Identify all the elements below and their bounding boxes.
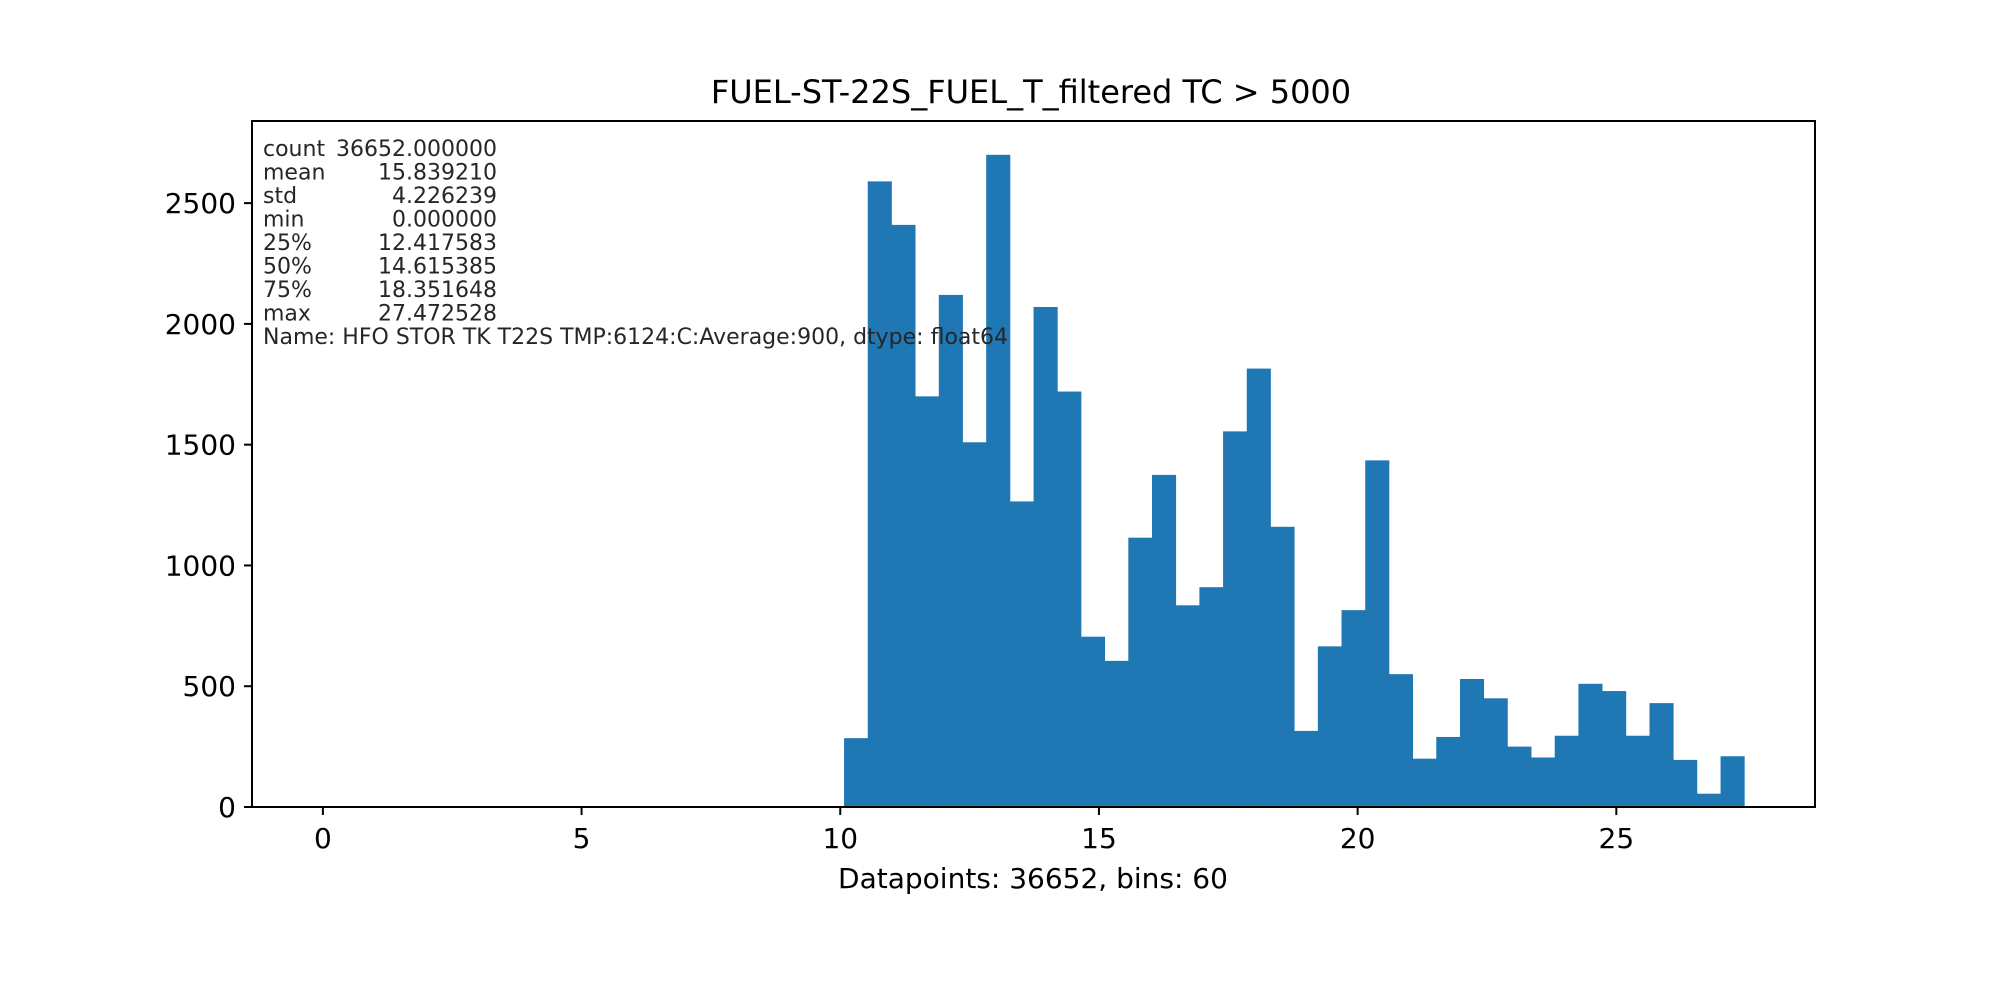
x-axis-ticks: 0 5 10 15 20 25 [314,807,1634,855]
stats-key-label: max [263,302,311,327]
stats-value: 12.417583 [378,231,497,256]
histogram-bar [1696,793,1721,807]
histogram-bar [1578,683,1603,807]
histogram-bar [962,442,987,807]
histogram-bar [1720,756,1745,807]
histogram-bar [1128,537,1153,807]
histogram-bar [1625,735,1650,807]
histogram-bar [1294,730,1319,807]
histogram-bar [1365,460,1390,807]
stats-value: 27.472528 [378,302,497,327]
histogram-bar [986,154,1011,807]
y-tick-label: 2000 [165,308,236,341]
histogram-bar [915,396,940,807]
histogram-bar [1673,759,1698,807]
histogram-bar [1412,758,1437,807]
stats-footer: Name: HFO STOR TK T22S TMP:6124:C:Averag… [263,325,1008,350]
x-tick-label: 15 [1081,822,1117,855]
histogram-bar [1531,757,1556,807]
stats-value: 36652.000000 [336,137,497,162]
stats-value: 15.839210 [378,161,497,186]
histogram-bar [1033,306,1058,807]
histogram-bar [1057,391,1082,807]
histogram-bar [1507,746,1532,807]
stats-key-label: 25% [263,231,312,256]
histogram-bar [1554,735,1579,807]
histogram-bar [1270,526,1295,807]
stats-key-label: count [263,137,325,162]
histogram-bar [1175,605,1200,807]
stats-value: 0.000000 [392,208,497,233]
stats-value: 18.351648 [378,278,497,303]
histogram-bar [1459,678,1485,807]
histogram-bar [1152,474,1177,807]
histogram-bars [844,154,1745,807]
stats-key-label: 50% [263,255,312,280]
histogram-bar [891,224,916,807]
y-tick-label: 2500 [165,187,236,220]
stats-key-label: mean [263,161,325,186]
histogram-bar [1436,736,1461,807]
stats-key-label: std [263,184,297,209]
y-tick-label: 1500 [165,429,236,462]
histogram-bar [1317,646,1342,807]
y-tick-label: 0 [218,791,236,824]
plot-area-frame [251,120,1816,808]
statistics-summary: count 36652.000000 mean 15.839210 std 4.22623… [263,137,1008,350]
histogram-bar [1080,636,1106,807]
x-axis-label: Datapoints: 36652, bins: 60 [838,862,1228,895]
histogram-bar [1483,698,1508,807]
x-tick-label: 10 [822,822,858,855]
stats-key-label: min [263,208,305,233]
histogram-bar [844,738,869,807]
histogram-bar [1199,587,1224,807]
histogram-bar [867,181,892,807]
x-tick-label: 25 [1599,822,1635,855]
histogram-bar [1388,674,1413,807]
x-tick-label: 5 [573,822,591,855]
histogram-bar [938,294,963,807]
x-tick-label: 0 [314,822,332,855]
histogram-bar [1009,501,1034,807]
x-tick-label: 20 [1340,822,1376,855]
histogram-bar [1223,431,1248,807]
histogram-bar [1649,703,1674,807]
chart-title: FUEL-ST-22S_FUEL_T_filtered TC > 5000 [711,73,1351,111]
stats-value: 14.615385 [378,255,497,280]
histogram-bar [1341,610,1366,807]
histogram-bar [1104,660,1129,807]
y-tick-label: 500 [183,670,236,703]
histogram-bar [1602,691,1627,807]
y-tick-label: 1000 [165,549,236,582]
histogram-bar [1246,368,1271,807]
y-axis-ticks: 0 500 1000 1500 2000 2500 [165,187,252,824]
stats-key-label: 75% [263,278,312,303]
stats-value: 4.226239 [392,184,497,209]
